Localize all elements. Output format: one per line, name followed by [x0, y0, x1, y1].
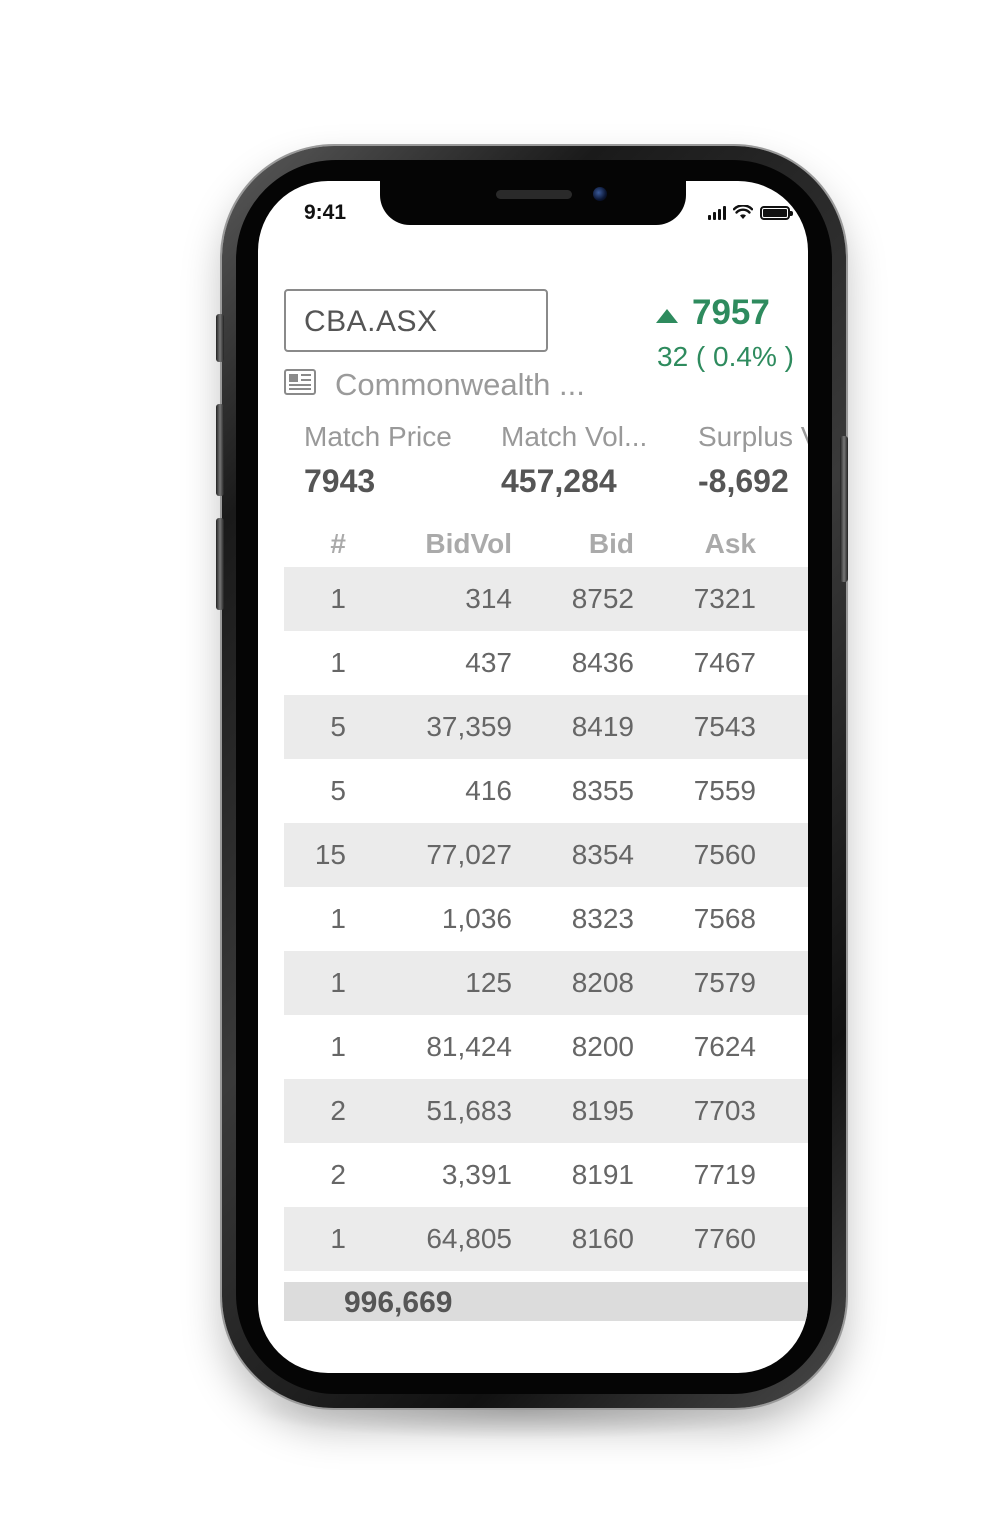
cell-bidvol: 125	[465, 967, 512, 998]
table-row[interactable]: 1 437 8436 7467	[284, 631, 808, 695]
cell-bid: 8195	[571, 1095, 634, 1126]
cell-count: 2	[330, 1159, 346, 1190]
status-icons	[708, 205, 793, 220]
stat-label: Match Vol...	[501, 421, 648, 452]
cell-bid: 8355	[571, 775, 634, 806]
table-row[interactable]: 15 77,027 8354 7560	[284, 823, 808, 887]
cell-ask: 7760	[693, 1223, 756, 1254]
cell-ask: 7321	[693, 583, 756, 614]
cell-bidvol: 81,424	[426, 1031, 512, 1062]
cell-bidvol: 37,359	[426, 711, 512, 742]
cell-bidvol: 314	[465, 583, 512, 614]
arrow-up-icon	[656, 309, 678, 323]
cell-bidvol: 437	[465, 647, 512, 678]
cell-bidvol: 416	[465, 775, 512, 806]
table-row[interactable]: 2 3,391 8191 7719	[284, 1143, 808, 1207]
cell-ask: 7560	[693, 839, 756, 870]
cell-count: 1	[330, 1223, 346, 1254]
stat-label: Match Price	[304, 421, 452, 452]
wifi-icon	[733, 205, 753, 219]
news-icon[interactable]	[284, 369, 316, 395]
volume-down-button	[216, 518, 224, 610]
table-row[interactable]: 5 37,359 8419 7543	[284, 695, 808, 759]
market-depth-table: # BidVol Bid Ask 1 314 8752 7321 1 437 8436 746…	[284, 521, 808, 1271]
cell-count: 1	[330, 903, 346, 934]
cell-count: 1	[330, 1031, 346, 1062]
column-header-ask[interactable]: Ask	[704, 528, 756, 559]
company-name: Commonwealth ...	[335, 367, 585, 402]
cell-ask: 7624	[693, 1031, 756, 1062]
signal-icon	[708, 206, 726, 220]
last-price: 7957	[692, 293, 770, 332]
total-bid-volume: 996,669	[344, 1286, 453, 1319]
table-header: # BidVol Bid Ask	[284, 521, 808, 567]
cell-bidvol: 3,391	[441, 1159, 512, 1190]
stat-surplus-volume: Surplus V -8,692	[698, 421, 808, 500]
status-time: 9:41	[304, 201, 347, 224]
price-change: 32 ( 0.4% )	[657, 341, 794, 372]
cell-count: 1	[330, 647, 346, 678]
cell-ask: 7568	[693, 903, 756, 934]
cell-bid: 8208	[571, 967, 634, 998]
table-row[interactable]: 1 1,036 8323 7568	[284, 887, 808, 951]
stat-match-volume: Match Vol... 457,284	[501, 421, 647, 500]
column-header-number[interactable]: #	[330, 528, 346, 559]
cell-count: 15	[314, 839, 346, 870]
stat-value: 7943	[304, 463, 376, 499]
battery-icon	[760, 206, 793, 220]
cell-bidvol: 1,036	[441, 903, 512, 934]
column-header-bid[interactable]: Bid	[588, 528, 634, 559]
cell-ask: 7719	[693, 1159, 756, 1190]
mute-switch	[216, 314, 224, 362]
cell-bid: 8354	[571, 839, 634, 870]
cell-bid: 8752	[571, 583, 634, 614]
volume-up-button	[216, 404, 224, 496]
cell-bid: 8419	[571, 711, 634, 742]
cell-bid: 8200	[571, 1031, 634, 1062]
cell-count: 2	[330, 1095, 346, 1126]
cell-ask: 7703	[693, 1095, 756, 1126]
cell-bidvol: 77,027	[426, 839, 512, 870]
cell-ask: 7543	[693, 711, 756, 742]
power-button	[840, 436, 848, 582]
cell-count: 1	[330, 583, 346, 614]
table-row[interactable]: 5 416 8355 7559	[284, 759, 808, 823]
cell-bid: 8436	[571, 647, 634, 678]
cell-bid: 8191	[571, 1159, 634, 1190]
earpiece-speaker	[496, 190, 572, 199]
total-bar: 996,669	[284, 1282, 808, 1321]
phone-screen: 9:41 CBA.ASX Commonwealth ... 7957 32 ( …	[258, 181, 808, 1373]
front-camera	[593, 187, 607, 201]
cell-count: 5	[330, 775, 346, 806]
cell-ask: 7467	[693, 647, 756, 678]
stat-value: 457,284	[501, 463, 617, 499]
notch	[380, 181, 686, 225]
stat-value: -8,692	[698, 463, 789, 499]
cell-ask: 7559	[693, 775, 756, 806]
column-header-bidvol[interactable]: BidVol	[425, 528, 512, 559]
cell-ask: 7579	[693, 967, 756, 998]
cell-bidvol: 51,683	[426, 1095, 512, 1126]
cell-count: 1	[330, 967, 346, 998]
stat-match-price: Match Price 7943	[304, 421, 452, 500]
table-row[interactable]: 2 51,683 8195 7703	[284, 1079, 808, 1143]
table-row[interactable]: 1 81,424 8200 7624	[284, 1015, 808, 1079]
table-row[interactable]: 1 64,805 8160 7760	[284, 1207, 808, 1271]
cell-bid: 8160	[571, 1223, 634, 1254]
cell-count: 5	[330, 711, 346, 742]
table-row[interactable]: 1 125 8208 7579	[284, 951, 808, 1015]
cell-bid: 8323	[571, 903, 634, 934]
cell-bidvol: 64,805	[426, 1223, 512, 1254]
symbol-input[interactable]: CBA.ASX	[284, 289, 548, 352]
table-row[interactable]: 1 314 8752 7321	[284, 567, 808, 631]
stat-label: Surplus V	[698, 421, 808, 452]
table-body: 1 314 8752 7321 1 437 8436 7467 5 37,359 8419 7543 5…	[284, 567, 808, 1271]
